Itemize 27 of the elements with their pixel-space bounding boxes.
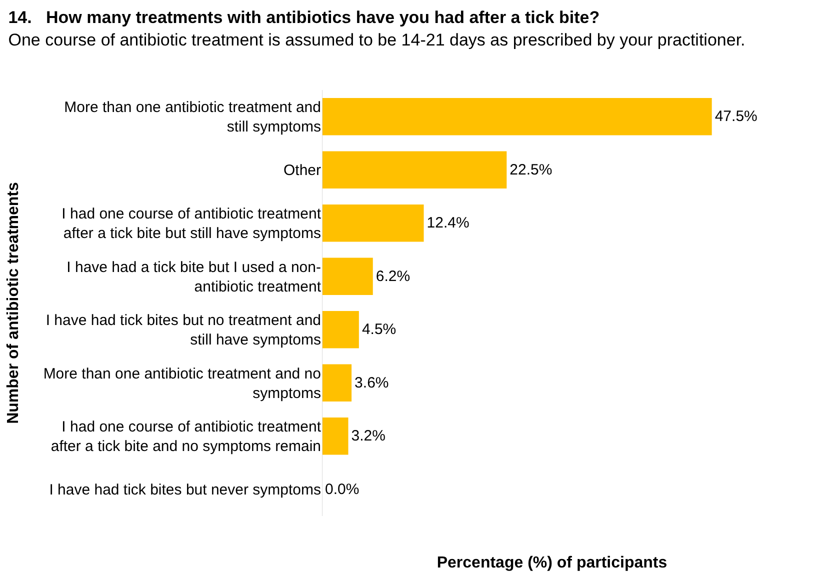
data-label: 3.2% [351,428,386,445]
y-axis-title: Number of antibiotic treatments [5,182,22,424]
chart-subtitle: One course of antibiotic treatment is assumed to be 14-21 days as prescribed by your practitioner. [8,30,746,50]
y-tick-label: I had one course of antibiotic treatment after a tick bite and no symptoms remain [50,418,322,456]
bar [322,98,712,136]
y-tick-label: I had one course of antibiotic treatment after a tick bite but still have symptoms [62,206,322,242]
data-label: 47.5% [714,108,758,126]
chart-title: 14. How many treatments with antibiotics have you had after a tick bite? [8,8,600,28]
y-tick-label: More than one antibiotic treatment and still symptoms [64,99,321,136]
bar [322,151,507,189]
x-axis-title: Percentage (%) of participants [436,554,668,572]
y-tick-label: Other [283,162,322,180]
data-label: 4.5% [362,321,396,338]
bar [322,417,348,455]
y-tick-label: I have had tick bites but never symptoms [49,482,321,499]
data-label: 6.2% [376,268,410,285]
bar [322,364,352,402]
y-tick-label: I have had a tick bite but I used a non-antibiotic treatment [66,258,322,296]
data-label: 22.5% [510,161,552,178]
bar [322,258,373,296]
bar [322,204,424,242]
bar [322,310,359,348]
data-label: 3.6% [354,374,389,392]
y-tick-label: More than one antibiotic treatment and no symptoms [43,365,321,402]
data-label: 12.4% [426,214,470,232]
y-tick-label: I have had tick bites but no treatment and still have symptoms [46,312,321,349]
data-label: 0.0% [325,480,360,498]
